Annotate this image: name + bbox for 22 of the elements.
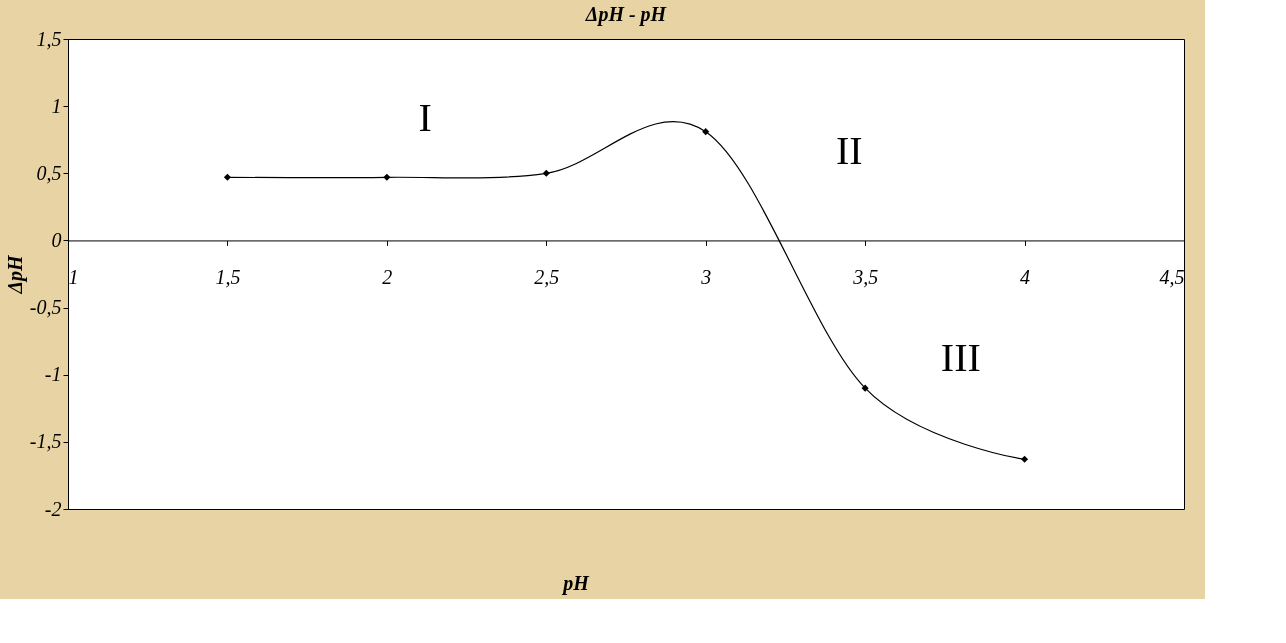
x-axis-title: pH — [561, 572, 591, 595]
annotation: I — [418, 94, 432, 140]
x-tick-label: 2,5 — [534, 265, 560, 288]
x-tick-label: 4,5 — [1159, 265, 1185, 288]
x-tick-label: 1 — [68, 265, 79, 288]
y-tick-label: -1,5 — [29, 430, 62, 453]
y-tick-label: -1 — [44, 363, 62, 386]
x-tick-label: 3,5 — [852, 265, 879, 288]
annotation: II — [835, 127, 863, 173]
chart-title: ΔpH - pH — [584, 3, 668, 26]
y-tick-label: 0,5 — [36, 161, 62, 184]
x-tick-label: 1,5 — [215, 265, 241, 288]
x-tick-label: 4 — [1020, 265, 1031, 288]
y-tick-label: 1,5 — [36, 27, 62, 50]
x-tick-label: 2 — [382, 265, 393, 288]
y-tick-label: -2 — [44, 497, 62, 520]
y-tick-label: 0 — [51, 228, 62, 251]
x-tick-label: 3 — [700, 265, 712, 288]
annotation: III — [940, 334, 981, 380]
y-axis-title: ΔpH — [3, 254, 27, 295]
y-tick-label: -0,5 — [29, 296, 62, 319]
y-tick-label: 1 — [51, 94, 62, 117]
